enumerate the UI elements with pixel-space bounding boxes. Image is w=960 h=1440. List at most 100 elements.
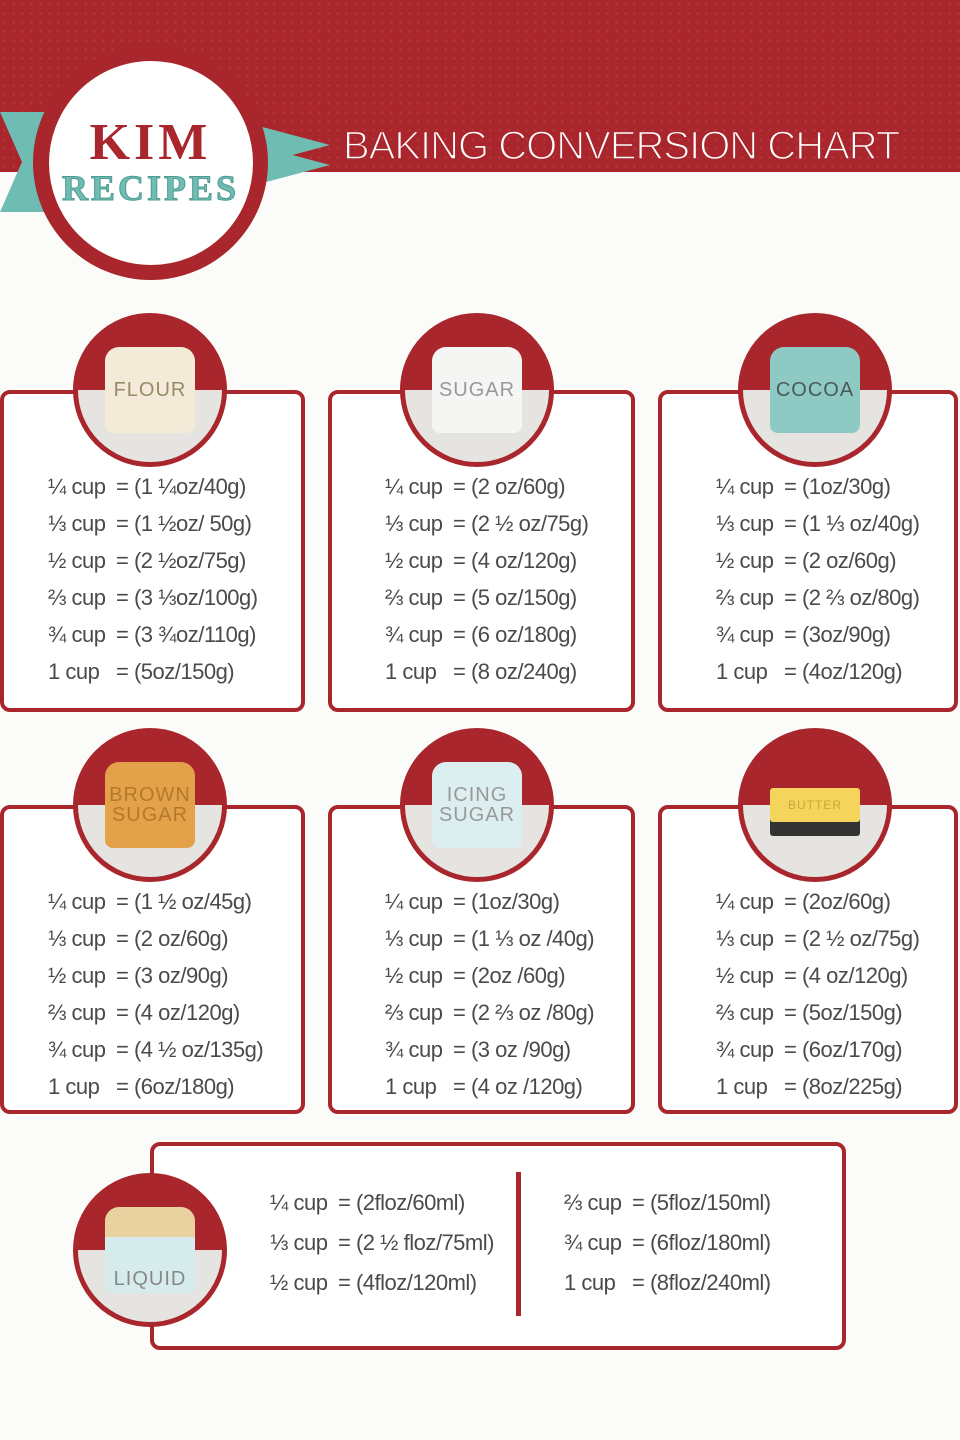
sugar-sack-icon: SUGAR — [432, 347, 522, 433]
weight-value: = (4oz/120g) — [784, 659, 903, 684]
weight-value: = (4 oz/120g) — [784, 963, 908, 988]
ingredient-circle: BROWN SUGAR — [73, 728, 227, 882]
flour-sack-icon: FLOUR — [105, 347, 195, 433]
conversion-row: ½ cup = (2 oz/60g) — [716, 548, 951, 585]
ingredient-circle: FLOUR — [73, 313, 227, 467]
weight-value: = (2 ½ oz/75g) — [453, 511, 589, 536]
cup-amount: ⅓ cup — [716, 511, 774, 536]
cup-amount: ½ cup — [716, 548, 774, 573]
conversion-row: ⅔ cup = (2 ⅔ oz/80g) — [716, 585, 951, 622]
conversion-row: ¾ cup = (3 oz /90g) — [385, 1037, 620, 1074]
ingredient-label: BUTTER — [788, 798, 842, 812]
conversion-row: ⅓ cup = (1 ⅓ oz /40g) — [385, 926, 620, 963]
conversion-row: ¼ cup = (1oz/30g) — [716, 474, 951, 511]
weight-value: = (8 oz/240g) — [453, 659, 577, 684]
cup-amount: ¼ cup — [716, 474, 774, 499]
page-title: BAKING CONVERSION CHART — [342, 123, 901, 169]
conversion-row: 1 cup = (4oz/120g) — [716, 659, 951, 696]
liquid-card — [150, 1142, 846, 1350]
cup-amount: ¼ cup — [716, 889, 774, 914]
conversion-row: ¼ cup = (2 oz/60g) — [385, 474, 620, 511]
conversion-row: ⅓ cup = (1 ⅓ oz/40g) — [716, 511, 951, 548]
volume-value: = (4floz/120ml) — [338, 1270, 477, 1295]
icing-sugar-sieve-icon: ICING SUGAR — [432, 762, 522, 848]
cup-amount: 1 cup — [716, 659, 768, 684]
cup-amount: ¾ cup — [385, 622, 443, 647]
weight-value: = (3 oz/90g) — [116, 963, 229, 988]
weight-value: = (2 ½ oz/75g) — [784, 926, 920, 951]
conversion-row: ½ cup = (2 ½oz/75g) — [48, 548, 283, 585]
volume-value: = (6floz/180ml) — [632, 1230, 771, 1255]
weight-value: = (2oz/60g) — [784, 889, 891, 914]
weight-value: = (4 ½ oz/135g) — [116, 1037, 264, 1062]
conversion-row: ¾ cup = (6oz/170g) — [716, 1037, 951, 1074]
conversion-row: ¼ cup = (1 ¼oz/40g) — [48, 474, 283, 511]
cup-amount: 1 cup — [716, 1074, 768, 1099]
conversion-row: ¼ cup = (1oz/30g) — [385, 889, 620, 926]
weight-value: = (3 ¾oz/110g) — [116, 622, 256, 647]
cup-amount: ¼ cup — [385, 889, 443, 914]
ingredient-label: SUGAR — [438, 379, 516, 401]
weight-value: = (1 ⅓ oz/40g) — [784, 511, 920, 536]
logo: KIM RECIPES — [33, 45, 268, 280]
cup-amount: ¾ cup — [716, 622, 774, 647]
ingredient-circle: BUTTER — [738, 728, 892, 882]
weight-value: = (5oz/150g) — [784, 1000, 903, 1025]
weight-value: = (1 ½oz/ 50g) — [116, 511, 252, 536]
cup-amount: ⅔ cup — [48, 585, 106, 610]
cup-amount: ⅔ cup — [564, 1190, 622, 1215]
conversion-row: 1 cup = (6oz/180g) — [48, 1074, 283, 1111]
conversion-list: ¼ cup = (2 oz/60g) ⅓ cup = (2 ½ oz/75g) ½ cu… — [385, 474, 620, 696]
conversion-row: 1 cup = (5oz/150g) — [48, 659, 283, 696]
weight-value: = (1 ¼oz/40g) — [116, 474, 246, 499]
weight-value: = (6oz/170g) — [784, 1037, 903, 1062]
conversion-row: ¼ cup = (2oz/60g) — [716, 889, 951, 926]
conversion-row: ⅔ cup = (4 oz/120g) — [48, 1000, 283, 1037]
liquid-row: 1 cup = (8floz/240ml) — [564, 1270, 799, 1310]
conversion-row: ½ cup = (3 oz/90g) — [48, 963, 283, 1000]
volume-value: = (2 ½ floz/75ml) — [338, 1230, 494, 1255]
weight-value: = (1oz/30g) — [453, 889, 560, 914]
conversion-row: ¾ cup = (4 ½ oz/135g) — [48, 1037, 283, 1074]
weight-value: = (3 oz /90g) — [453, 1037, 571, 1062]
conversion-list: ¼ cup = (1 ¼oz/40g) ⅓ cup = (1 ½oz/ 50g) ½ c… — [48, 474, 283, 696]
butter-block-icon: BUTTER — [770, 788, 860, 822]
cup-amount: 1 cup — [48, 1074, 100, 1099]
cup-amount: ½ cup — [385, 548, 443, 573]
liquid-row: ¾ cup = (6floz/180ml) — [564, 1230, 799, 1270]
logo-subtext: RECIPES — [61, 167, 240, 208]
ingredient-circle: ICING SUGAR — [400, 728, 554, 882]
cup-amount: ⅓ cup — [385, 511, 443, 536]
liquid-row: ¼ cup = (2floz/60ml) — [270, 1190, 505, 1230]
cup-amount: ⅔ cup — [385, 1000, 443, 1025]
conversion-row: ¾ cup = (3oz/90g) — [716, 622, 951, 659]
weight-value: = (2 oz/60g) — [116, 926, 229, 951]
weight-value: = (2 ⅔ oz /80g) — [453, 1000, 595, 1025]
weight-value: = (2 oz/60g) — [784, 548, 897, 573]
liquid-label: LIQUID — [113, 1268, 187, 1290]
weight-value: = (8oz/225g) — [784, 1074, 903, 1099]
weight-value: = (2oz /60g) — [453, 963, 566, 988]
conversion-row: ½ cup = (4 oz/120g) — [385, 548, 620, 585]
cup-amount: ½ cup — [270, 1270, 328, 1295]
volume-value: = (8floz/240ml) — [632, 1270, 771, 1295]
cup-amount: ⅓ cup — [48, 926, 106, 951]
weight-value: = (4 oz/120g) — [453, 548, 577, 573]
cup-amount: ¼ cup — [48, 474, 106, 499]
ingredient-label: FLOUR — [113, 379, 187, 401]
cup-amount: ⅓ cup — [48, 511, 106, 536]
conversion-row: 1 cup = (8oz/225g) — [716, 1074, 951, 1111]
measuring-jug-icon: LIQUID — [105, 1207, 195, 1293]
cup-amount: ¾ cup — [48, 1037, 106, 1062]
liquid-list-right: ⅔ cup = (5floz/150ml) ¾ cup = (6floz/180ml)… — [564, 1190, 799, 1310]
conversion-row: 1 cup = (4 oz /120g) — [385, 1074, 620, 1111]
weight-value: = (4 oz/120g) — [116, 1000, 240, 1025]
conversion-row: ⅓ cup = (2 ½ oz/75g) — [385, 511, 620, 548]
cup-amount: ¼ cup — [48, 889, 106, 914]
conversion-list: ¼ cup = (2oz/60g) ⅓ cup = (2 ½ oz/75g) ½ cup… — [716, 889, 951, 1111]
weight-value: = (3oz/90g) — [784, 622, 891, 647]
weight-value: = (2 ⅔ oz/80g) — [784, 585, 920, 610]
ingredient-label: COCOA — [775, 379, 855, 401]
conversion-row: ¼ cup = (1 ½ oz/45g) — [48, 889, 283, 926]
weight-value: = (5oz/150g) — [116, 659, 235, 684]
